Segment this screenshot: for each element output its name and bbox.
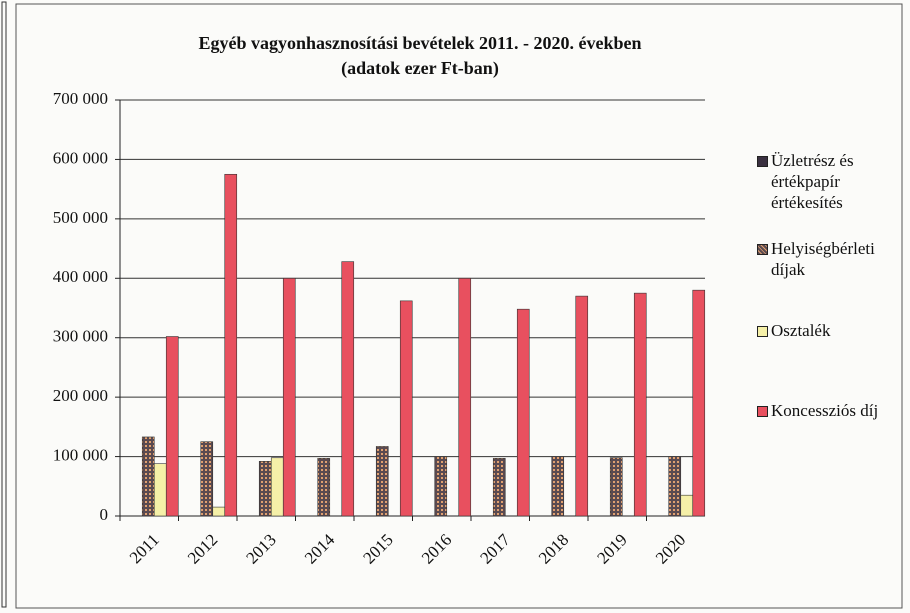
legend-label: Osztalék (771, 321, 831, 340)
legend-item: Osztalék (757, 320, 830, 341)
x-tick-label: 2017 (476, 530, 514, 568)
y-tick-label: 400 000 (53, 267, 108, 286)
legend-label: Üzletrész és értékpapír értékesítés (771, 151, 854, 212)
y-tick-label: 200 000 (53, 386, 108, 405)
x-tick-label: 2018 (535, 530, 572, 567)
bar (282, 277, 296, 517)
legend-swatch (757, 244, 768, 255)
legend-item: Üzletrész és értékpapír értékesítés (757, 150, 897, 213)
x-tick-label: 2012 (184, 530, 221, 567)
bar (153, 463, 167, 517)
x-tick-label: 2014 (301, 530, 339, 568)
legend-item: Helyiségbérleti díjak (757, 238, 897, 280)
y-tick-label: 100 000 (53, 445, 108, 464)
y-tick-label: 700 000 (53, 89, 108, 108)
legend-label: Koncessziós díj (771, 401, 879, 420)
chart-subtitle: (adatok ezer Ft-ban) (341, 58, 499, 79)
bar (141, 436, 155, 517)
bar (633, 292, 647, 517)
x-tick-label: 2016 (418, 530, 455, 567)
bar (434, 456, 448, 517)
bar (399, 300, 413, 517)
y-tick-label: 300 000 (53, 327, 108, 346)
bar (668, 456, 682, 517)
bar (492, 458, 506, 517)
bar (609, 457, 623, 517)
bar (317, 458, 331, 517)
bar (258, 461, 272, 517)
bar (341, 261, 355, 517)
y-tick-label: 500 000 (53, 208, 108, 227)
chart-title: Egyéb vagyonhasznosítási bevételek 2011.… (198, 33, 641, 53)
x-tick-label: 2015 (359, 530, 396, 567)
bar (270, 457, 284, 517)
bar (680, 494, 694, 517)
bar (375, 446, 389, 517)
legend-swatch (757, 326, 768, 337)
bar (516, 308, 530, 517)
legend-label: Helyiségbérleti díjak (771, 239, 875, 279)
x-tick-label: 2013 (242, 530, 279, 567)
frame (15, 3, 903, 609)
frame-left (1, 1, 7, 608)
x-tick-label: 2019 (593, 530, 630, 567)
bar (692, 289, 706, 517)
bar (212, 506, 226, 517)
bar (200, 441, 214, 517)
bar (224, 173, 238, 517)
legend-swatch (757, 156, 768, 167)
bar (165, 336, 179, 517)
bar (551, 456, 565, 517)
bar (458, 277, 472, 517)
x-tick-label: 2020 (652, 530, 689, 567)
legend-swatch (757, 406, 768, 417)
x-tick-label: 2011 (126, 530, 163, 567)
bar (575, 295, 589, 517)
y-tick-label: 600 000 (53, 148, 108, 167)
legend-item: Koncessziós díj (757, 400, 878, 421)
y-tick-label: 0 (100, 505, 109, 524)
